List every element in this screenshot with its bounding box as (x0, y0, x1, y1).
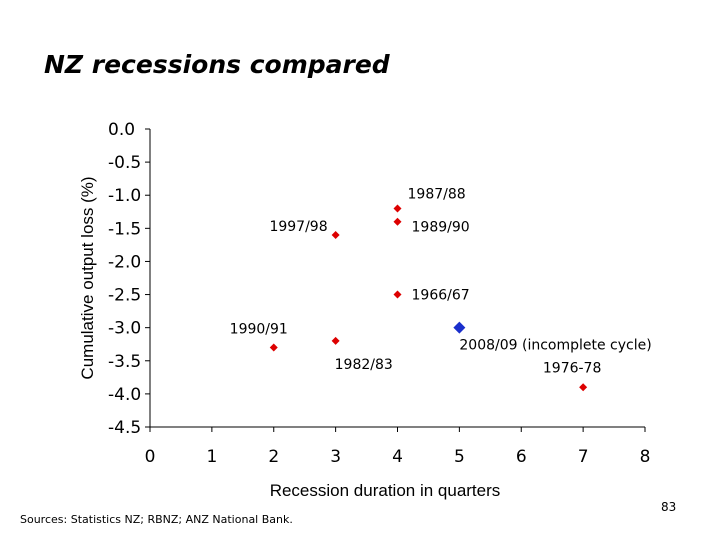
data-points (269, 204, 588, 392)
y-tick-label: -0.5 (108, 153, 141, 173)
y-tick-label: -1.5 (108, 219, 141, 239)
y-tick-label: -1.0 (108, 186, 141, 206)
data-point-marker (393, 217, 402, 226)
data-point-marker (453, 321, 466, 334)
point-label: 1990/91 (230, 322, 288, 338)
point-label: 1997/98 (269, 219, 327, 235)
data-point-marker (393, 290, 402, 299)
y-axis-label: Cumulative output loss (%) (78, 176, 97, 379)
data-point-marker (331, 336, 340, 345)
point-label: 2008/09 (incomplete cycle) (459, 338, 651, 354)
x-tick-label: 8 (640, 447, 651, 467)
data-point-marker (331, 230, 340, 239)
y-tick-labels: 0.0 -0.5 -1.0 -1.5 -2.0 -2.5 -3.0 -3.5 -4.0 -4.5 (108, 120, 141, 438)
x-tick-label: 2 (268, 447, 279, 467)
point-label: 1966/67 (412, 288, 470, 304)
y-tick-label: 0.0 (108, 120, 135, 140)
y-tick-label: -2.5 (108, 286, 141, 306)
data-point-marker (579, 383, 588, 392)
x-axis-label: Recession duration in quarters (270, 481, 501, 500)
x-tick-label: 7 (578, 447, 589, 467)
x-tick-label: 6 (516, 447, 527, 467)
x-tick-labels: 0 1 2 3 4 5 6 7 8 (145, 447, 651, 467)
point-labels: 1987/88 1989/90 1997/98 1966/67 1990/91 1982/… (230, 186, 652, 376)
x-tick-label: 1 (206, 447, 217, 467)
axes (145, 128, 646, 432)
point-label: 1982/83 (335, 357, 393, 373)
y-tick-label: -3.5 (108, 352, 141, 372)
data-point-marker (393, 204, 402, 213)
x-tick-label: 3 (330, 447, 341, 467)
x-tick-label: 5 (454, 447, 465, 467)
point-label: 1976-78 (543, 360, 602, 376)
y-tick-label: -4.0 (108, 385, 141, 405)
source-note: Sources: Statistics NZ; RBNZ; ANZ Nation… (20, 513, 293, 526)
x-tick-label: 4 (392, 447, 403, 467)
y-tick-label: -2.0 (108, 252, 141, 272)
y-tick-label: -3.0 (108, 319, 141, 339)
data-point-marker (269, 343, 278, 352)
page-number: 83 (661, 500, 677, 514)
point-label: 1987/88 (408, 186, 466, 202)
chart-title: NZ recessions compared (44, 50, 390, 79)
x-tick-label: 0 (145, 447, 156, 467)
point-label: 1989/90 (412, 220, 470, 236)
y-tick-label: -4.5 (108, 418, 141, 438)
